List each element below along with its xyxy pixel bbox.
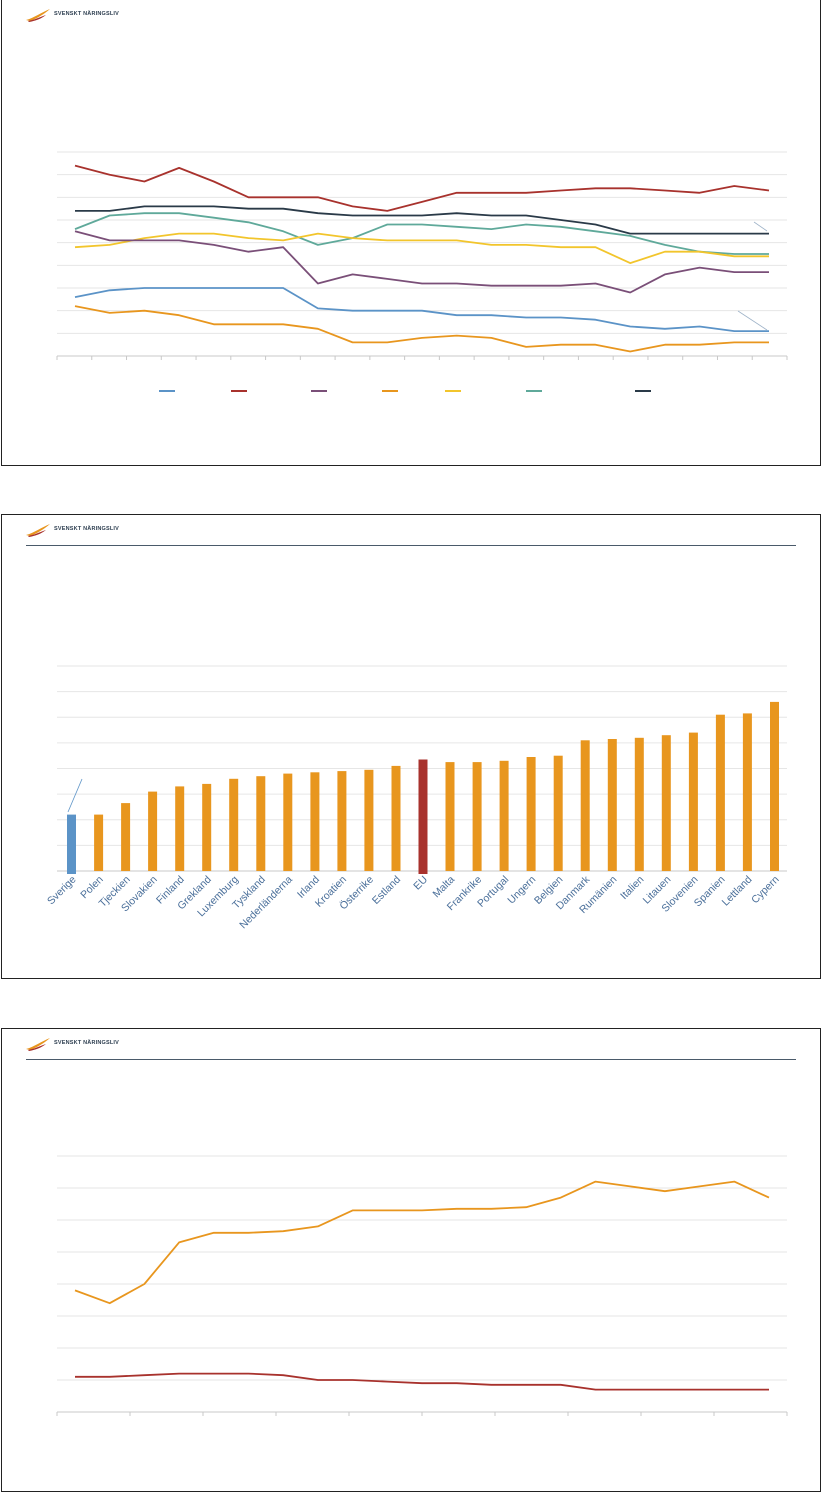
header-rule [26, 545, 796, 546]
line-chart-3 [56, 1155, 788, 1416]
bar-österrike [364, 769, 374, 871]
chart-panel-3: SVENSKT NÄRINGSLIV [1, 1028, 821, 1492]
bird-logo-icon [26, 524, 50, 537]
x-tick-labels: Sverige PolenTjeckienSlovakienFinlandGrek… [45, 873, 782, 931]
bar-nederländerna [283, 773, 293, 871]
series-lines [74, 1180, 770, 1391]
bar-luxemburg [229, 778, 239, 872]
bar-polen [94, 814, 104, 871]
series-lines [74, 164, 770, 353]
annotation-leader [737, 310, 768, 331]
bar-rumänien [607, 739, 617, 871]
bar-portugal [499, 760, 509, 871]
x-tick-label: Sverige [45, 874, 79, 908]
grid [56, 1155, 788, 1416]
series-line-6 [74, 287, 769, 333]
chart-panel-2: SVENSKT NÄRINGSLIV Sverige Polen Tjeckien S… [1, 514, 821, 979]
bars [67, 701, 779, 874]
bar-irland [310, 772, 320, 871]
chart-panel-1: SVENSKT NÄRINGSLIV [1, 0, 821, 466]
x-tick-label: Estland [370, 874, 403, 907]
series-line-4 [74, 232, 769, 265]
x-tick-label: Ungern [505, 874, 538, 907]
bar-spanien [715, 714, 725, 871]
line-chart-1 [56, 151, 788, 392]
header-rule [26, 1059, 796, 1060]
series-line-5 [74, 230, 769, 294]
x-tick-label: Cypern [749, 874, 782, 907]
bar-eu [418, 759, 428, 874]
series-line-1 [74, 1180, 770, 1305]
annotation-leader [753, 221, 768, 232]
logo-text: SVENSKT NÄRINGSLIV [54, 11, 120, 17]
bar-ungern [526, 757, 536, 871]
bar-estland [391, 765, 401, 871]
bar-sverige [67, 814, 76, 874]
bar-slovakien [148, 791, 158, 871]
bar-cypern [770, 701, 779, 871]
bar-italien [634, 737, 644, 872]
bar-tjeckien [121, 803, 131, 871]
series-line-2 [75, 205, 769, 235]
series-line-3 [74, 212, 769, 255]
x-tick-label: EU [411, 874, 430, 893]
bar-slovenien [688, 732, 698, 871]
series-line-2 [75, 1372, 769, 1391]
bar-finland [175, 786, 185, 871]
x-tick-label: Lettland [720, 874, 755, 909]
bar-tyskland [256, 776, 266, 871]
bar-kroatien [337, 771, 347, 871]
bar-litauen [661, 735, 671, 871]
series-line-1 [74, 164, 770, 212]
bar-malta [445, 762, 455, 871]
bar-grekland [202, 783, 212, 871]
series-line-7 [74, 305, 769, 353]
logo-text: SVENSKT NÄRINGSLIV [54, 1040, 120, 1046]
bird-logo-icon [26, 1038, 50, 1051]
bird-logo-icon [26, 9, 50, 22]
bar-chart: Sverige PolenTjeckienSlovakienFinlandGrek… [45, 665, 787, 931]
bar-danmark [580, 740, 590, 871]
bar-lettland [742, 713, 752, 871]
bar-belgien [553, 755, 563, 871]
bar-frankrike [472, 762, 482, 871]
annotation-leader [67, 778, 83, 813]
logo-text: SVENSKT NÄRINGSLIV [54, 526, 120, 532]
